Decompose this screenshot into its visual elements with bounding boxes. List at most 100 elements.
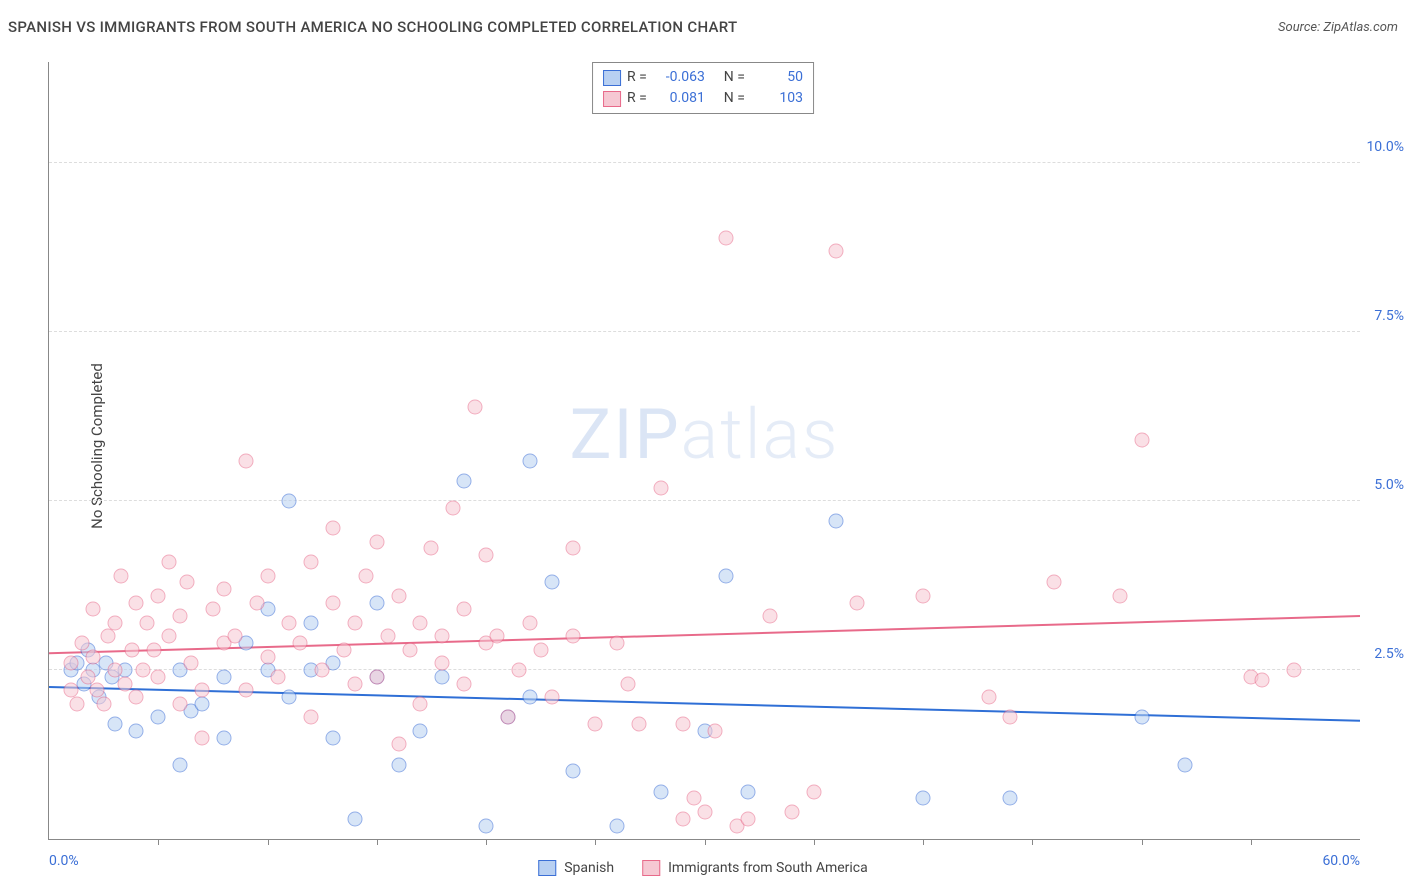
y-tick-label: 5.0% [1362, 477, 1404, 493]
scatter-point [489, 629, 504, 644]
scatter-plot: ZIPatlas 0.0% 60.0% 2.5%5.0%7.5%10.0% [48, 62, 1360, 840]
scatter-point [479, 818, 494, 833]
scatter-point [588, 717, 603, 732]
scatter-point [173, 757, 188, 772]
scatter-point [347, 615, 362, 630]
scatter-point [413, 615, 428, 630]
scatter-point [610, 636, 625, 651]
scatter-point [151, 669, 166, 684]
scatter-point [326, 521, 341, 536]
stats-n-value: 103 [751, 88, 803, 109]
scatter-point [566, 541, 581, 556]
scatter-point [675, 717, 690, 732]
scatter-point [741, 784, 756, 799]
scatter-point [260, 568, 275, 583]
scatter-point [621, 676, 636, 691]
scatter-point [653, 480, 668, 495]
scatter-point [675, 811, 690, 826]
scatter-point [828, 514, 843, 529]
legend-item: Immigrants from South America [642, 860, 868, 876]
scatter-point [129, 723, 144, 738]
scatter-point [391, 737, 406, 752]
scatter-point [457, 473, 472, 488]
scatter-point [179, 575, 194, 590]
x-tick [1251, 839, 1252, 845]
scatter-point [249, 595, 264, 610]
scatter-point [566, 764, 581, 779]
x-tick [268, 839, 269, 845]
scatter-point [282, 494, 297, 509]
stats-row: R =0.081 N =103 [603, 88, 803, 109]
x-tick [814, 839, 815, 845]
scatter-point [719, 568, 734, 583]
scatter-point [151, 710, 166, 725]
x-tick [377, 839, 378, 845]
scatter-point [271, 669, 286, 684]
stats-n-value: 50 [751, 67, 803, 88]
scatter-point [74, 636, 89, 651]
scatter-point [369, 669, 384, 684]
scatter-point [544, 690, 559, 705]
scatter-point [1134, 433, 1149, 448]
grid-line [49, 162, 1360, 163]
scatter-point [96, 696, 111, 711]
scatter-point [479, 548, 494, 563]
scatter-point [162, 629, 177, 644]
scatter-point [697, 804, 712, 819]
stats-r-value: -0.063 [653, 67, 705, 88]
scatter-point [1134, 710, 1149, 725]
scatter-point [304, 554, 319, 569]
correlation-stats-box: R =-0.063 N =50R =0.081 N =103 [592, 62, 814, 114]
scatter-point [686, 791, 701, 806]
scatter-point [631, 717, 646, 732]
scatter-point [118, 676, 133, 691]
scatter-point [610, 818, 625, 833]
grid-line [49, 500, 1360, 501]
scatter-point [194, 683, 209, 698]
scatter-point [70, 696, 85, 711]
grid-line [49, 331, 1360, 332]
scatter-point [282, 615, 297, 630]
watermark: ZIPatlas [570, 394, 840, 476]
scatter-point [1254, 673, 1269, 688]
scatter-point [140, 615, 155, 630]
scatter-point [1287, 663, 1302, 678]
stats-row: R =-0.063 N =50 [603, 67, 803, 88]
scatter-point [828, 244, 843, 259]
scatter-point [347, 676, 362, 691]
scatter-point [358, 568, 373, 583]
scatter-point [85, 649, 100, 664]
scatter-point [107, 615, 122, 630]
scatter-point [216, 669, 231, 684]
scatter-point [81, 669, 96, 684]
scatter-point [380, 629, 395, 644]
scatter-point [205, 602, 220, 617]
x-axis-min-label: 0.0% [49, 853, 79, 869]
scatter-point [63, 656, 78, 671]
x-tick [595, 839, 596, 845]
scatter-point [402, 642, 417, 657]
scatter-point [100, 629, 115, 644]
scatter-point [916, 791, 931, 806]
scatter-point [107, 663, 122, 678]
legend-label: Spanish [564, 860, 614, 876]
legend-swatch [642, 860, 660, 876]
scatter-point [566, 629, 581, 644]
scatter-point [336, 642, 351, 657]
scatter-point [347, 811, 362, 826]
y-tick-label: 7.5% [1362, 308, 1404, 324]
scatter-point [413, 723, 428, 738]
scatter-point [304, 710, 319, 725]
scatter-point [326, 730, 341, 745]
stats-r-label: R = [627, 67, 647, 88]
scatter-point [533, 642, 548, 657]
scatter-point [1047, 575, 1062, 590]
x-tick [158, 839, 159, 845]
scatter-point [435, 629, 450, 644]
scatter-point [315, 663, 330, 678]
stats-n-label: N = [724, 88, 745, 109]
scatter-point [500, 710, 515, 725]
legend-swatch [538, 860, 556, 876]
scatter-point [135, 663, 150, 678]
scatter-point [1003, 710, 1018, 725]
